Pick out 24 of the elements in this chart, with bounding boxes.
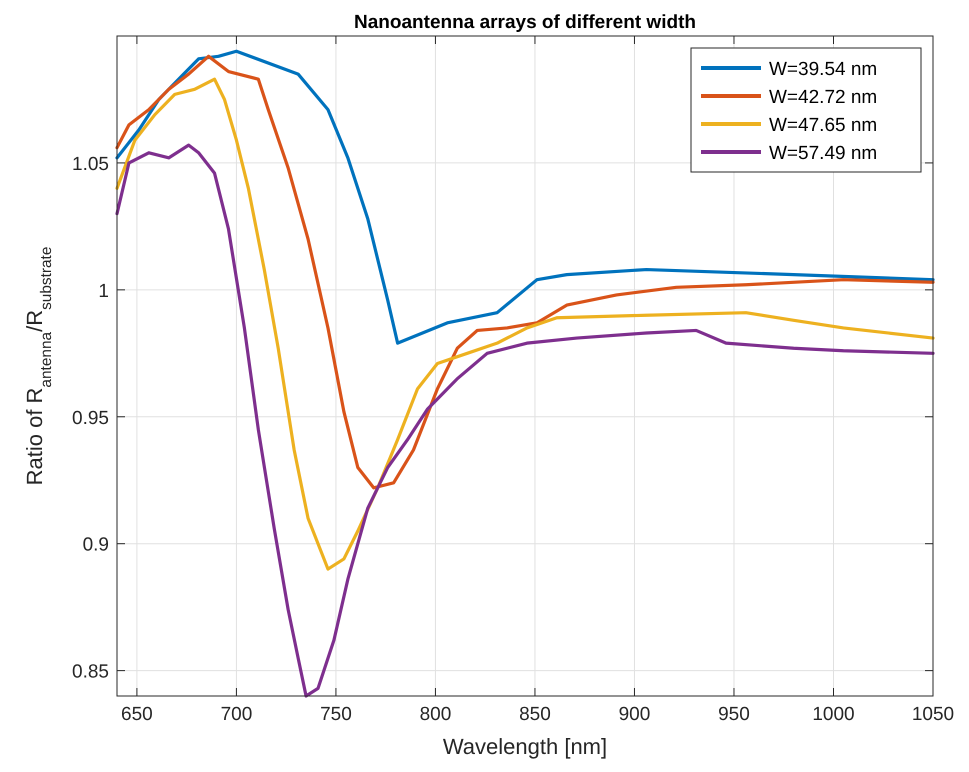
chart-title: Nanoantenna arrays of different width bbox=[354, 12, 696, 33]
x-tick-label: 950 bbox=[718, 704, 750, 725]
x-tick-label: 650 bbox=[121, 704, 153, 725]
x-tick-label: 800 bbox=[420, 704, 452, 725]
x-tick-label: 1000 bbox=[812, 704, 855, 725]
line-series bbox=[115, 50, 935, 345]
y-tick-label: 1 bbox=[98, 280, 109, 302]
x-tick-label: 850 bbox=[519, 704, 551, 725]
y-tick-label: 0.85 bbox=[72, 662, 109, 683]
legend-label: W=47.65 nm bbox=[769, 115, 878, 136]
legend-label: W=39.54 nm bbox=[769, 59, 878, 80]
x-tick-label: 900 bbox=[618, 704, 650, 725]
legend-label: W=42.72 nm bbox=[769, 87, 878, 108]
y-tick-label: 0.95 bbox=[72, 408, 109, 429]
x-tick-label: 750 bbox=[320, 704, 352, 725]
y-tick-label: 0.9 bbox=[82, 534, 109, 556]
line-series bbox=[115, 78, 935, 571]
x-axis-title: Wavelength [nm] bbox=[442, 734, 608, 759]
line-series bbox=[115, 54, 935, 490]
x-tick-label: 700 bbox=[220, 704, 252, 725]
line-series bbox=[115, 144, 935, 698]
legend-label: W=57.49 nm bbox=[769, 143, 878, 164]
y-tick-label: 1.05 bbox=[72, 154, 109, 175]
x-tick-label: 1050 bbox=[912, 704, 954, 725]
